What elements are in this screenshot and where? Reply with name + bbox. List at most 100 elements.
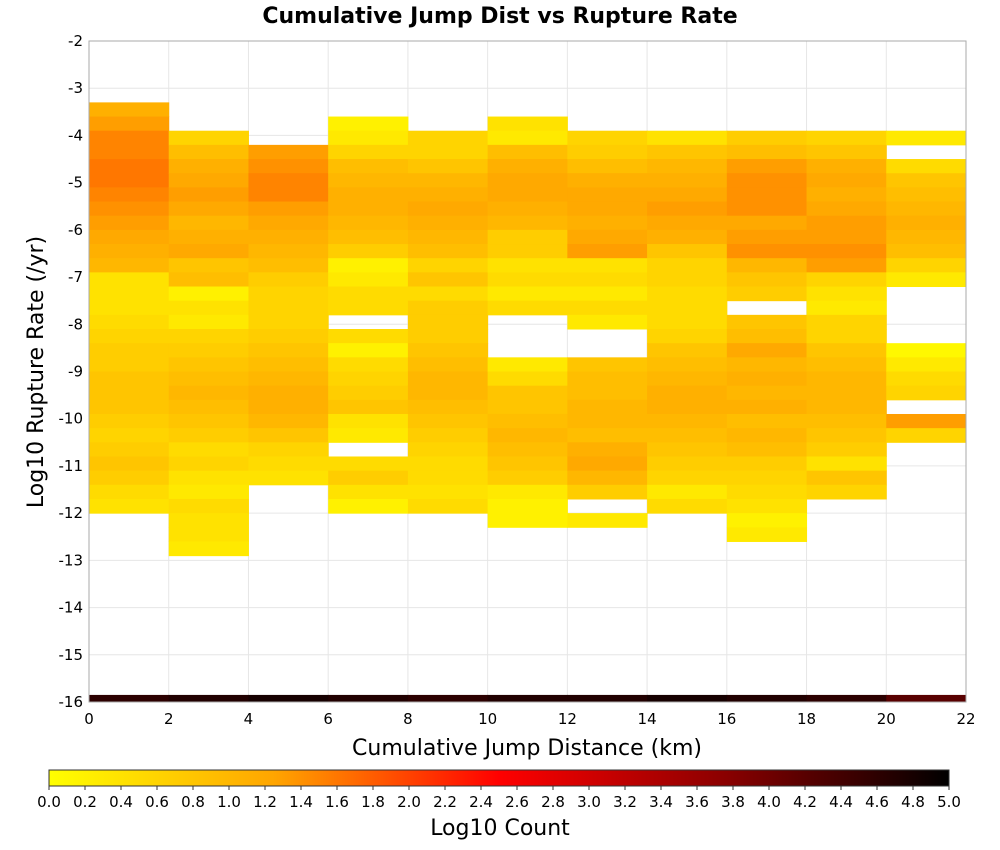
heatmap-cell (806, 442, 887, 457)
heatmap-cell (168, 428, 249, 443)
heatmap-cell (89, 498, 170, 514)
heatmap-cell (567, 513, 648, 528)
heatmap-cell-baseline (726, 694, 808, 702)
heatmap-cell (248, 470, 329, 486)
heatmap-cell (487, 159, 568, 174)
heatmap-cell (806, 258, 887, 273)
heatmap-cell (726, 159, 808, 174)
heatmap-cell (248, 159, 329, 174)
heatmap-cell (89, 300, 170, 316)
heatmap-cell (806, 456, 887, 472)
heatmap-cell (726, 527, 808, 542)
colorbar-tick-label: 4.6 (865, 793, 889, 811)
x-tick-label: 10 (478, 710, 497, 728)
heatmap-cell (89, 201, 170, 217)
heatmap-cell (89, 258, 170, 273)
heatmap-cell (248, 144, 329, 160)
heatmap-cell (726, 286, 808, 302)
heatmap-cell (248, 413, 329, 429)
heatmap-cell (726, 173, 808, 188)
heatmap-cell (248, 201, 329, 217)
heatmap-cell (89, 442, 170, 457)
heatmap-cell (647, 272, 728, 288)
heatmap-cell (806, 244, 887, 259)
y-tick-label: -9 (68, 363, 83, 381)
heatmap-cell (168, 314, 249, 330)
heatmap-cell (407, 286, 489, 302)
heatmap-cell (886, 343, 967, 358)
colorbar-tick-labels: 0.0 0.2 0.4 0.6 0.8 1.0 1.2 1.4 1.6 1.8 2.0 2.2 2.4 2… (37, 786, 961, 811)
heatmap-cell (487, 201, 568, 217)
heatmap-cell-baseline (407, 694, 489, 702)
heatmap-cell (726, 215, 808, 231)
colorbar-tick-label: 4.4 (829, 793, 853, 811)
heatmap-cell (806, 357, 887, 372)
heatmap-cell (567, 442, 648, 457)
heatmap-cell (886, 385, 967, 401)
heatmap-cell (407, 399, 489, 415)
heatmap-cell (647, 413, 728, 429)
heatmap-cell (407, 343, 489, 358)
heatmap-cell (567, 399, 648, 415)
heatmap-cell (806, 413, 887, 429)
heatmap-cell (647, 484, 728, 500)
heatmap-cell (168, 343, 249, 358)
heatmap-cell (806, 428, 887, 443)
heatmap-cell (407, 144, 489, 160)
heatmap-cell (89, 371, 170, 387)
colorbar-tick-label: 0.6 (145, 793, 169, 811)
heatmap-cell (168, 498, 249, 514)
heatmap-cell (328, 399, 409, 415)
heatmap-cell (248, 244, 329, 259)
heatmap-cell (168, 173, 249, 188)
heatmap-cell (487, 244, 568, 259)
heatmap-cell (328, 343, 409, 358)
y-tick-label: -11 (59, 457, 84, 475)
x-tick-label: 22 (956, 710, 975, 728)
heatmap-cell (248, 399, 329, 415)
heatmap-cell (168, 456, 249, 472)
heatmap-cell (567, 286, 648, 302)
heatmap-cell (407, 484, 489, 500)
heatmap-cell (567, 173, 648, 188)
heatmap-cell (806, 329, 887, 344)
heatmap-cell (726, 201, 808, 217)
heatmap-cell (487, 300, 568, 316)
heatmap-cell (886, 187, 967, 203)
heatmap-cell (89, 286, 170, 302)
colorbar-label: Log10 Count (430, 816, 570, 841)
heatmap-cell (726, 428, 808, 443)
heatmap-cell-baseline (328, 694, 409, 702)
heatmap-cell (806, 215, 887, 231)
heatmap-cell (168, 399, 249, 415)
heatmap-cell (248, 229, 329, 245)
heatmap-cell (248, 385, 329, 401)
heatmap-cell (168, 470, 249, 486)
heatmap-cell (806, 300, 887, 316)
colorbar-tick-label: 1.4 (289, 793, 313, 811)
heatmap-cell (89, 470, 170, 486)
heatmap-cell (328, 470, 409, 486)
heatmap-cell (487, 144, 568, 160)
heatmap-cell (168, 484, 249, 500)
heatmap-cell (567, 144, 648, 160)
y-tick-label: -15 (59, 646, 84, 664)
heatmap-cell (726, 229, 808, 245)
heatmap-cell (168, 258, 249, 273)
heatmap-cell (168, 130, 249, 146)
heatmap-cell (726, 442, 808, 457)
heatmap-cell (328, 116, 409, 132)
colorbar-tick-label: 3.2 (613, 793, 637, 811)
colorbar-tick-label: 3.6 (685, 793, 709, 811)
heatmap-cell (487, 116, 568, 132)
heatmap-cell (407, 329, 489, 344)
heatmap-cell (886, 258, 967, 273)
heatmap-cell (567, 456, 648, 472)
heatmap-cell (647, 329, 728, 344)
heatmap-cell (168, 513, 249, 528)
x-tick-label: 12 (558, 710, 577, 728)
heatmap-cell (726, 385, 808, 401)
heatmap-cell (647, 470, 728, 486)
x-axis-label: Cumulative Jump Distance (km) (352, 736, 702, 761)
heatmap-cell (487, 513, 568, 528)
